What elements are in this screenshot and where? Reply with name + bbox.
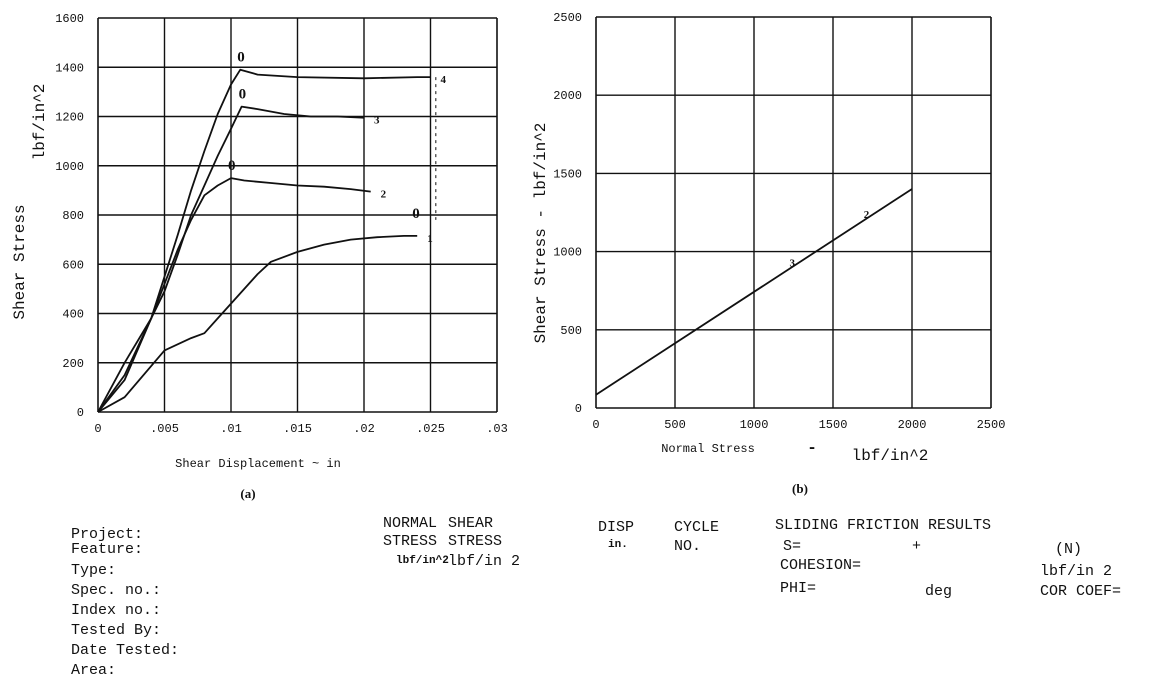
chart-b-x-tick-label: 1000: [740, 418, 769, 432]
chart-b-y-tick-label: 2000: [553, 89, 582, 103]
label-project: Project:: [71, 526, 144, 543]
results-s-label: S=: [783, 538, 802, 555]
chart-b-grid: [595, 16, 992, 409]
label-area: Area:: [71, 662, 117, 679]
chart-a-series-line: [97, 177, 371, 413]
chart-a-x-tick-label: .01: [220, 422, 242, 436]
col-shear-unit: lbf/in 2: [448, 553, 521, 570]
chart-a-y-tick-label: 600: [62, 258, 84, 272]
results-phi-label: PHI=: [780, 580, 817, 597]
chart-b-point-labels: 32: [790, 209, 870, 269]
chart-b-y-tick-label: 1000: [553, 246, 582, 260]
label-index-no: Index no.:: [71, 602, 162, 619]
chart-a-peak-marker: 0: [228, 158, 236, 174]
chart-b: 0 500 1000 1500 2000 2500 0 500 1000 1500 2000 2500…: [532, 11, 1005, 496]
results-plus: +: [912, 538, 922, 555]
chart-a-y-tick-label: 1400: [55, 61, 84, 75]
chart-b-x-tick-label: 2000: [898, 418, 927, 432]
chart-a-caption: (a): [240, 486, 255, 501]
chart-a-series-end-label: 1: [427, 233, 433, 245]
chart-a-y-tick-label: 800: [62, 209, 84, 223]
chart-b-y-tick-label: 2500: [553, 11, 582, 25]
chart-b-series-line: [595, 188, 913, 396]
chart-a-series-end-label: 2: [381, 189, 387, 201]
charts-canvas: 0.005.01.015.02.025.03020040060080010001…: [11, 11, 1005, 501]
results-cohesion-unit: lbf/in 2: [1040, 563, 1113, 580]
chart-a-x-tick-label: .015: [283, 422, 312, 436]
chart-a-x-tick-label: .02: [353, 422, 375, 436]
chart-a-grid: [97, 17, 498, 413]
chart-a-peak-marker: 0: [412, 206, 420, 222]
chart-b-x-tick-label: 2500: [977, 418, 1006, 432]
results-phi-unit: deg: [925, 583, 953, 600]
chart-b-x-tick-label: 500: [664, 418, 686, 432]
label-feature: Feature:: [71, 541, 144, 558]
chart-a-y-unit-label: lbf/in^2: [31, 84, 49, 161]
chart-a-series-line: [97, 105, 365, 413]
chart-a-y-tick-label: 200: [62, 357, 84, 371]
chart-a-series-line: [97, 234, 418, 413]
chart-b-y-tick-label: 1500: [553, 167, 582, 181]
chart-a-x-tick-label: 0: [94, 422, 101, 436]
chart-a: 0.005.01.015.02.025.03020040060080010001…: [11, 12, 508, 501]
col-normal-line2: STRESS: [383, 533, 438, 550]
label-type: Type:: [71, 562, 117, 579]
chart-b-y-axis-label: Shear Stress - lbf/in^2: [532, 123, 550, 344]
chart-a-y-tick-label: 1600: [55, 12, 84, 26]
chart-a-series: [97, 68, 437, 413]
chart-a-ticks: 0.005.01.015.02.025.03020040060080010001…: [55, 12, 508, 436]
chart-b-x-tick-label: 1500: [819, 418, 848, 432]
chart-b-y-tick-label: 500: [560, 324, 582, 338]
chart-a-y-axis-label: Shear Stress: [11, 204, 29, 319]
chart-b-point-label: 2: [864, 209, 870, 221]
chart-a-y-tick-label: 0: [77, 406, 84, 420]
col-disp-unit: in.: [608, 539, 628, 551]
chart-a-x-tick-label: .005: [150, 422, 179, 436]
chart-a-series-line: [97, 68, 431, 413]
col-disp-line1: DISP: [598, 519, 635, 536]
chart-b-caption: (b): [792, 481, 808, 496]
chart-a-series-end-label: 3: [374, 115, 380, 127]
chart-a-y-tick-label: 1000: [55, 160, 84, 174]
col-cycle-line2: NO.: [674, 538, 702, 555]
chart-a-x-tick-label: .025: [416, 422, 445, 436]
chart-a-y-tick-label: 1200: [55, 111, 84, 125]
chart-b-point-label: 3: [790, 258, 796, 270]
label-tested-by: Tested By:: [71, 622, 162, 639]
results-cor-label: COR COEF=: [1040, 583, 1122, 600]
chart-b-x-dash: -: [807, 439, 817, 457]
chart-a-series-end-label: 4: [441, 74, 447, 86]
results-cohesion-label: COHESION=: [780, 557, 862, 574]
chart-a-peak-marker: 0: [239, 87, 247, 103]
chart-a-y-tick-label: 400: [62, 308, 84, 322]
chart-b-x-unit-label: lbf/in^2: [852, 447, 929, 465]
col-normal-unit: lbf/in^2: [396, 555, 449, 567]
label-spec-no: Spec. no.:: [71, 582, 162, 599]
chart-b-x-axis-label: Normal Stress: [661, 442, 755, 456]
col-shear-line2: STRESS: [448, 533, 503, 550]
chart-a-peak-marker: 0: [237, 50, 245, 66]
col-cycle-line1: CYCLE: [674, 519, 720, 536]
chart-b-y-tick-label: 0: [575, 402, 582, 416]
chart-a-x-tick-label: .03: [486, 422, 508, 436]
chart-a-x-axis-label: Shear Displacement ~ in: [175, 457, 341, 471]
results-n-label: (N): [1055, 541, 1083, 558]
chart-b-series: [595, 188, 913, 396]
chart-b-x-tick-label: 0: [592, 418, 599, 432]
chart-b-ticks: 0 500 1000 1500 2000 2500 0 500 1000 1500 2000 2500: [553, 11, 1005, 432]
label-date-tested: Date Tested:: [71, 642, 180, 659]
